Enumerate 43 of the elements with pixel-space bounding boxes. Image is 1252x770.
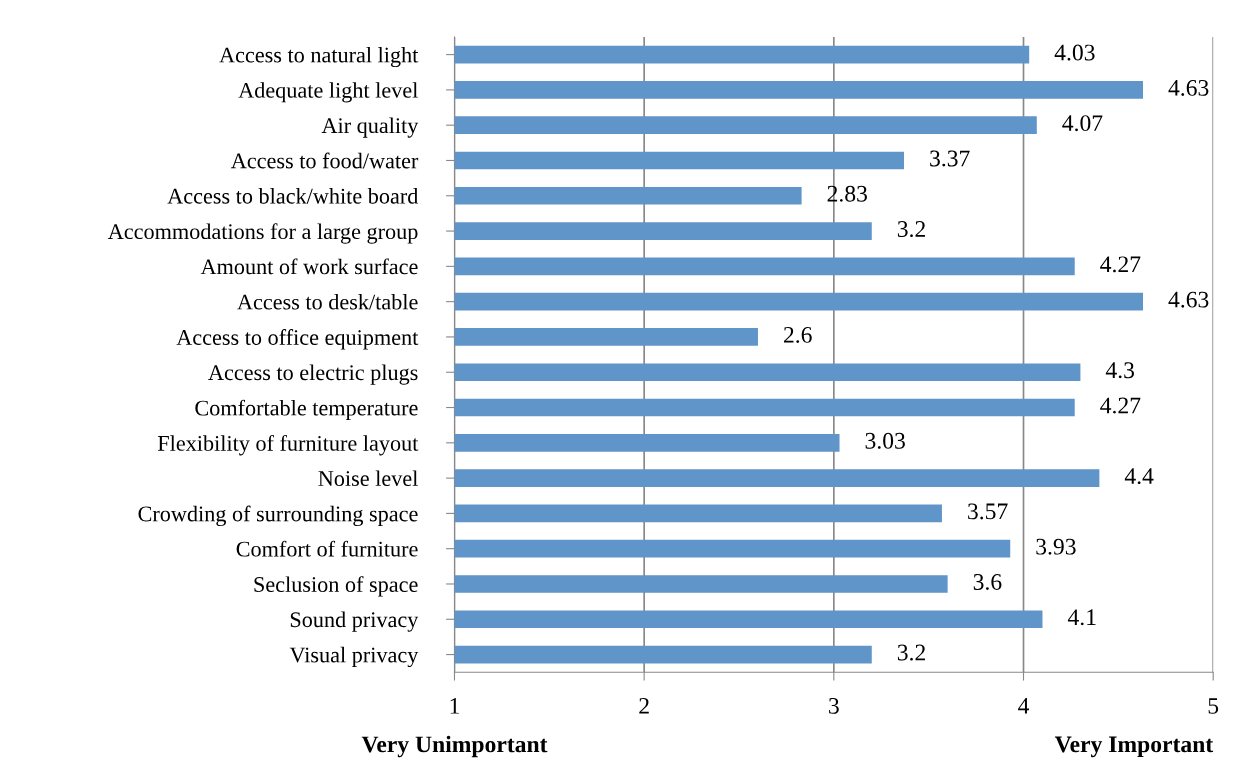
y-tick-label: Noise level bbox=[318, 470, 418, 487]
data-label: 4.27 bbox=[1100, 397, 1141, 414]
x-tick-label: 1 bbox=[450, 698, 459, 714]
data-label: 3.37 bbox=[930, 150, 970, 167]
y-tick-label: Comfort of furniture bbox=[236, 540, 418, 557]
data-label: 3.03 bbox=[865, 432, 905, 449]
text: Very Important bbox=[1054, 736, 1214, 758]
y-tick-label: Flexibility of furniture layout bbox=[157, 434, 419, 456]
y-tick-label: Seclusion of space bbox=[254, 576, 418, 597]
y-tick-label: Visual privacy bbox=[289, 646, 419, 668]
data-label: 4.27 bbox=[1100, 256, 1141, 273]
y-tick-label: Air quality bbox=[321, 117, 419, 138]
y-tick-label: Access to desk/table bbox=[237, 293, 418, 310]
text: Very Unimportant bbox=[361, 735, 548, 758]
data-label: 4.4 bbox=[1124, 468, 1154, 485]
data-label: 2.83 bbox=[827, 185, 867, 202]
data-label: 4.03 bbox=[1054, 44, 1095, 61]
data-label: 3.93 bbox=[1036, 538, 1076, 555]
y-tick-label: Crowding of surrounding space bbox=[138, 505, 418, 527]
y-tick-label: Access to electric plugs bbox=[208, 364, 418, 385]
y-tick-label: Accommodations for a large group bbox=[107, 223, 418, 244]
x-tick-label: 3 bbox=[829, 697, 839, 714]
y-tick-label: Access to food/water bbox=[230, 152, 419, 169]
x-tick-label: 5 bbox=[1208, 698, 1219, 714]
data-label: 4.3 bbox=[1105, 362, 1135, 379]
y-tick-label: Sound privacy bbox=[290, 611, 419, 632]
data-label: 4.1 bbox=[1067, 609, 1096, 626]
y-tick-label: Adequate light level bbox=[238, 82, 418, 103]
y-tick-label: Access to natural light bbox=[219, 46, 419, 68]
y-tick-label: Amount of work surface bbox=[200, 258, 418, 275]
x-tick-label: 4 bbox=[1018, 698, 1030, 714]
data-label: 4.63 bbox=[1168, 291, 1209, 308]
x-tick-label: 2 bbox=[639, 697, 649, 714]
y-tick-label: Access to office equipment bbox=[176, 329, 419, 350]
data-label: 3.2 bbox=[897, 644, 925, 661]
data-label: 3.2 bbox=[897, 221, 925, 238]
data-label: 4.07 bbox=[1062, 115, 1103, 132]
data-label: 4.63 bbox=[1168, 79, 1209, 96]
y-tick-label: Access to black/white board bbox=[167, 188, 419, 204]
y-tick-label: Comfortable temperature bbox=[195, 399, 418, 421]
data-label: 3.6 bbox=[973, 574, 1002, 590]
data-label: 3.57 bbox=[968, 503, 1008, 520]
data-label: 2.6 bbox=[784, 326, 812, 343]
